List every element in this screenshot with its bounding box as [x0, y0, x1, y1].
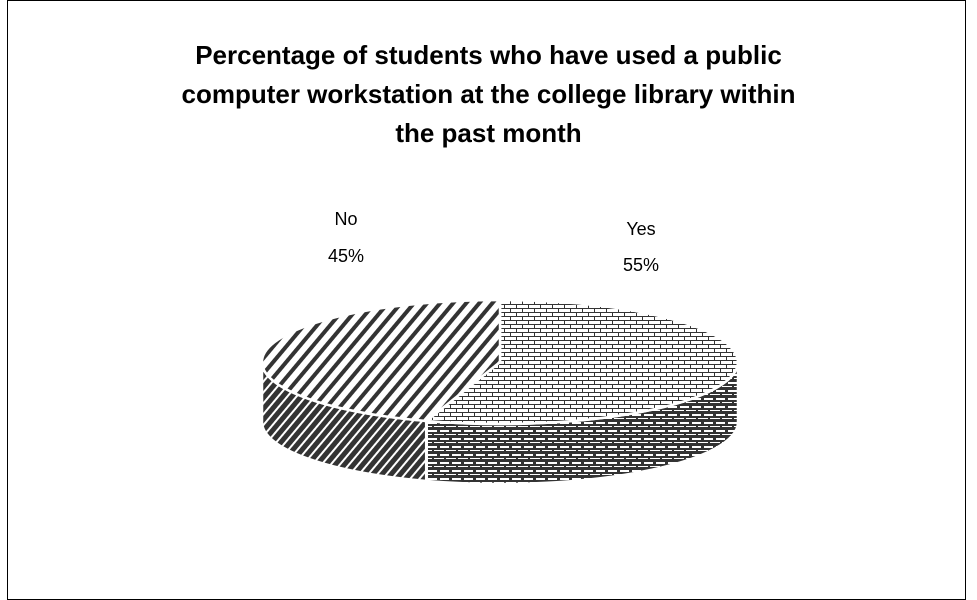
pie-chart: No 45% Yes 55%: [260, 209, 740, 486]
slice-name-label-no: No: [334, 209, 357, 229]
chart-title-line-3: the past month: [395, 118, 582, 148]
slice-name-label-yes: Yes: [626, 219, 655, 239]
pie-slice-no: [260, 298, 502, 423]
chart-title-line-2: computer workstation at the college libr…: [181, 79, 796, 109]
slice-value-label-no: 45%: [328, 246, 364, 266]
pie-slice-yes: [423, 298, 740, 426]
slice-value-label-yes: 55%: [623, 255, 659, 275]
chart-title-line-1: Percentage of students who have used a p…: [195, 40, 782, 70]
chart-title: Percentage of students who have used a p…: [0, 36, 977, 153]
